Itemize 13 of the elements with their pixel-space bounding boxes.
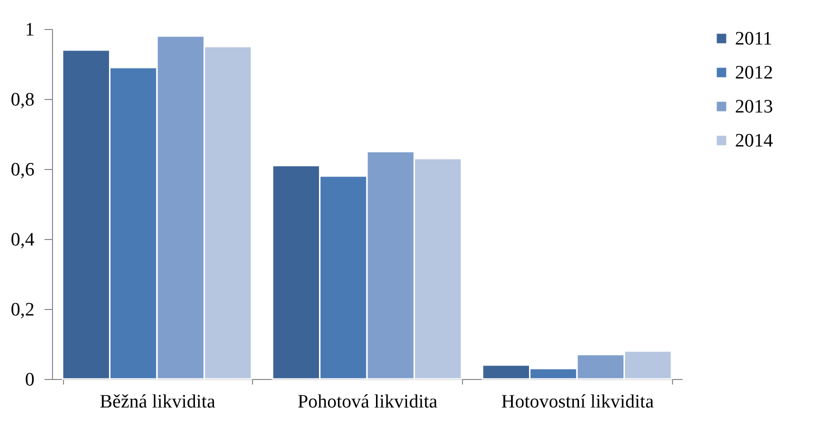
x-tick-label: Běžná likvidita [100,392,216,412]
y-tick-label: 0 [25,370,34,390]
legend-label: 2014 [735,130,774,152]
y-tick-label: 0,2 [10,300,34,320]
y-tick-label: 1 [25,20,34,40]
legend-label: 2011 [735,28,772,50]
legend-label: 2013 [735,96,773,118]
y-tick-label: 0,6 [10,160,34,180]
y-tick-label: 0,8 [10,90,34,110]
legend-label: 2012 [735,62,773,84]
x-tick-label: Pohotová likvidita [298,392,438,412]
y-tick-label: 0,4 [10,230,35,250]
x-tick-label: Hotovostní likvidita [501,392,654,412]
